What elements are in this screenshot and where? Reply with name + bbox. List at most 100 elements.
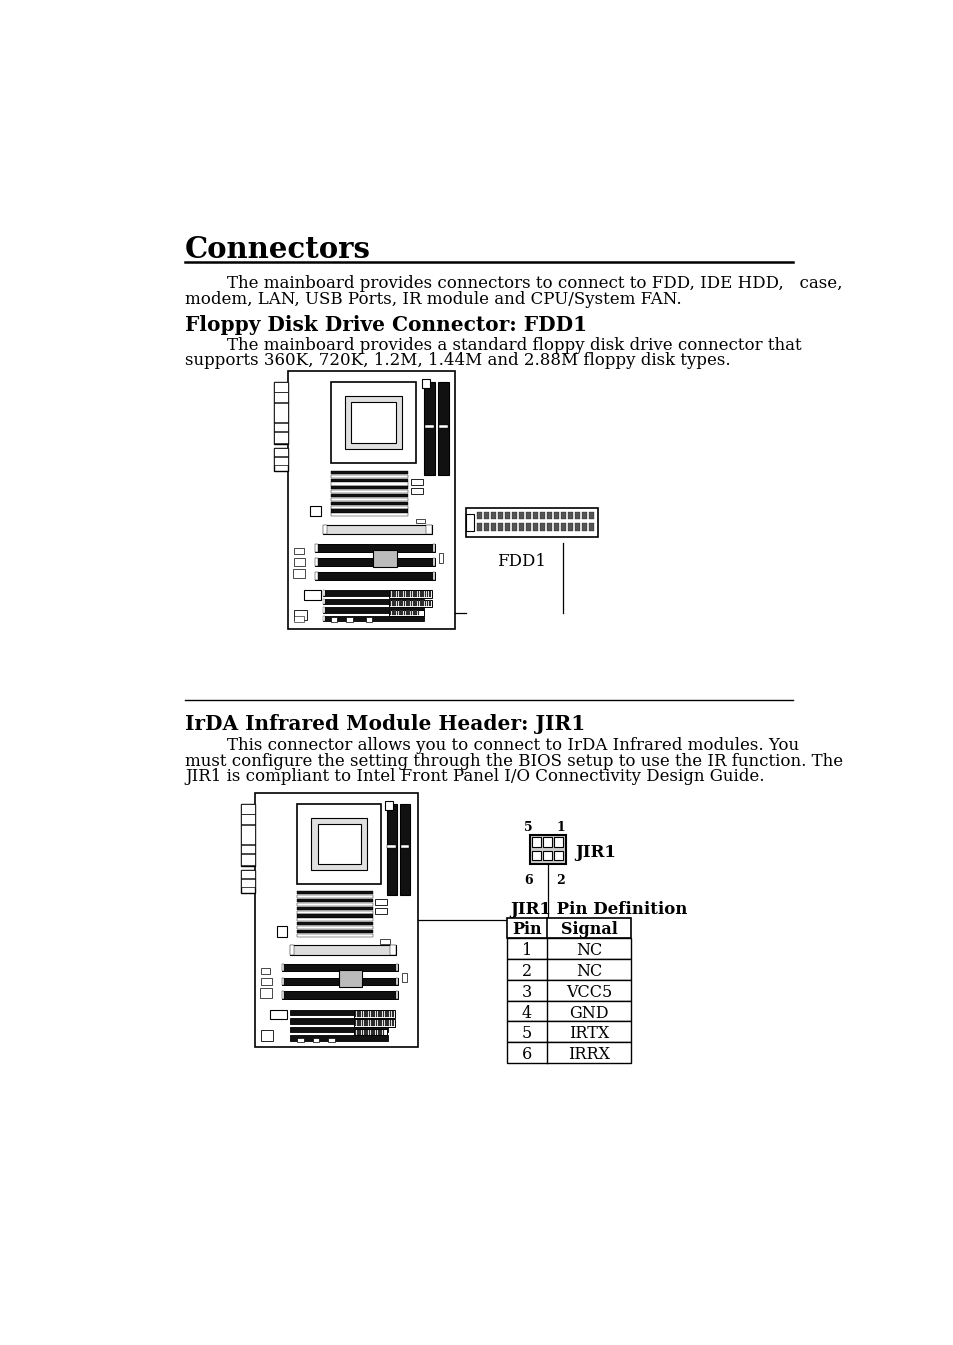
Circle shape	[326, 862, 328, 863]
Bar	[392, 611, 394, 615]
Bar	[274, 404, 288, 422]
Text: GND: GND	[569, 1005, 608, 1022]
Bar	[366, 1030, 368, 1034]
Bar	[429, 600, 431, 607]
Bar	[241, 880, 254, 886]
Bar	[254, 792, 417, 1046]
Circle shape	[313, 831, 314, 834]
Bar	[389, 600, 431, 607]
Circle shape	[359, 429, 361, 430]
Bar	[303, 590, 320, 600]
Bar	[408, 600, 410, 607]
Circle shape	[313, 838, 314, 839]
Bar	[476, 511, 481, 519]
Circle shape	[373, 441, 375, 444]
Circle shape	[345, 850, 347, 851]
Bar	[293, 569, 305, 578]
Circle shape	[373, 429, 375, 430]
Bar	[371, 1010, 373, 1017]
Circle shape	[346, 404, 348, 406]
Bar	[331, 490, 408, 494]
Circle shape	[358, 826, 360, 827]
Circle shape	[333, 831, 335, 834]
Bar	[323, 607, 324, 612]
Circle shape	[319, 843, 321, 846]
Bar	[331, 471, 408, 473]
Bar	[419, 600, 421, 607]
Circle shape	[319, 850, 321, 851]
Bar	[427, 600, 428, 607]
Bar	[364, 1010, 365, 1017]
Bar	[331, 506, 408, 508]
Circle shape	[345, 843, 347, 846]
Bar	[554, 511, 558, 519]
Circle shape	[313, 843, 314, 846]
Circle shape	[352, 850, 354, 851]
Bar	[491, 523, 496, 531]
Bar	[297, 1037, 303, 1042]
Bar	[390, 600, 391, 607]
Circle shape	[345, 831, 347, 834]
Circle shape	[339, 862, 341, 863]
Bar	[390, 946, 395, 955]
Circle shape	[387, 404, 388, 406]
Bar	[403, 600, 405, 607]
Bar	[377, 1010, 379, 1017]
Bar	[394, 590, 395, 597]
Bar	[396, 611, 397, 615]
Circle shape	[353, 398, 355, 399]
Bar	[413, 600, 415, 607]
Circle shape	[366, 417, 368, 418]
Circle shape	[346, 422, 348, 425]
Bar	[401, 611, 402, 615]
Text: Pin: Pin	[512, 921, 541, 939]
Bar	[290, 1036, 388, 1041]
Circle shape	[352, 819, 354, 822]
Bar	[274, 424, 288, 430]
Bar	[294, 609, 307, 620]
Bar	[241, 845, 254, 853]
Circle shape	[345, 838, 347, 839]
Circle shape	[339, 850, 341, 851]
Bar	[394, 600, 395, 607]
Bar	[294, 616, 303, 621]
Bar	[355, 1010, 356, 1017]
Circle shape	[359, 441, 361, 444]
Bar	[274, 393, 288, 402]
Bar	[554, 523, 558, 531]
Bar	[373, 1030, 375, 1034]
Circle shape	[326, 838, 328, 839]
Bar	[560, 523, 565, 531]
Bar	[539, 511, 544, 519]
Bar	[331, 617, 336, 621]
Bar	[323, 616, 423, 621]
Bar	[380, 939, 390, 944]
Circle shape	[387, 429, 388, 430]
Bar	[365, 617, 372, 621]
Circle shape	[387, 436, 388, 437]
Bar	[390, 1020, 391, 1026]
Bar	[323, 616, 324, 621]
Bar	[375, 1020, 377, 1026]
Circle shape	[345, 862, 347, 863]
Bar	[415, 600, 416, 607]
Circle shape	[339, 838, 341, 839]
Circle shape	[394, 422, 395, 425]
Bar	[375, 898, 386, 905]
Circle shape	[339, 855, 341, 858]
Circle shape	[394, 404, 395, 406]
Bar	[506, 959, 630, 981]
Circle shape	[346, 398, 348, 399]
Bar	[395, 964, 397, 971]
Bar	[438, 425, 447, 428]
Bar	[323, 590, 423, 596]
Bar	[390, 590, 391, 597]
Bar	[410, 488, 422, 494]
Bar	[390, 611, 391, 615]
Bar	[476, 523, 481, 531]
Circle shape	[353, 441, 355, 444]
Bar	[422, 600, 423, 607]
Bar	[525, 523, 530, 531]
Circle shape	[379, 410, 381, 412]
Bar	[288, 371, 455, 629]
